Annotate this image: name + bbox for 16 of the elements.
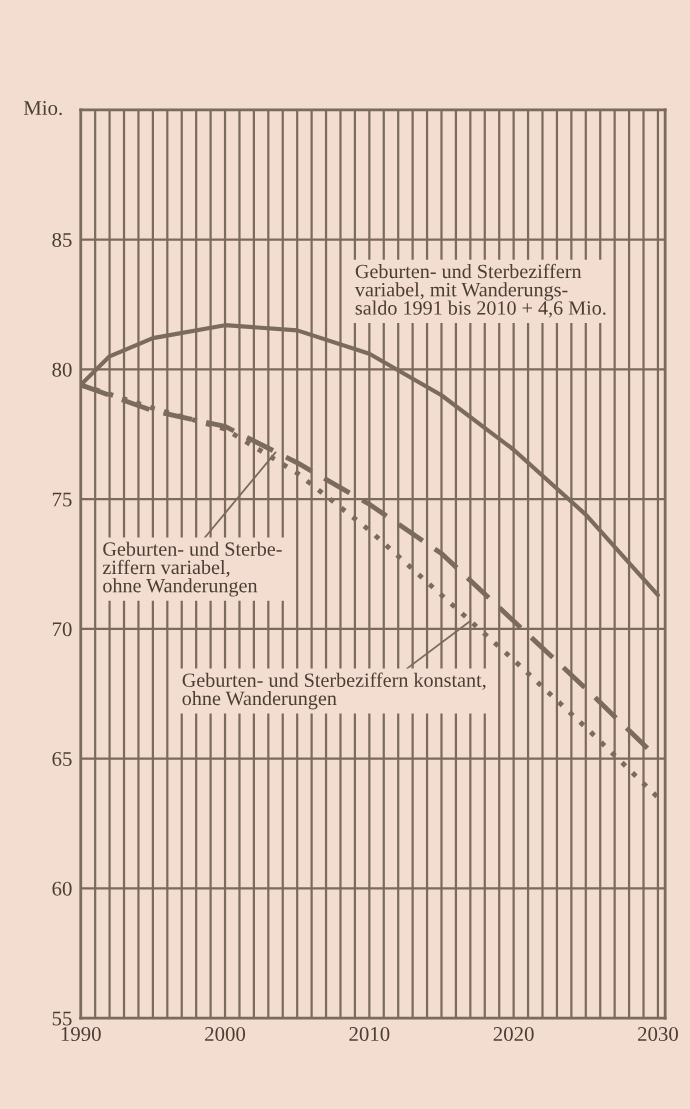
y-tick-label: 75 <box>52 492 72 507</box>
y-tick-label: 85 <box>52 232 72 247</box>
y-tick-label: 70 <box>52 622 72 637</box>
annotation: Geburten- und Sterbeziffern variabel, mit Wanderungs- saldo 1991 bis 2010 + 4,6 Mio. <box>354 263 606 318</box>
x-tick-label: 2030 <box>638 1027 678 1042</box>
x-tick-label: 2010 <box>349 1027 390 1042</box>
y-tick-label: 65 <box>52 751 72 766</box>
y-axis-title: Mio. <box>23 101 62 116</box>
x-tick-label: 2000 <box>205 1027 246 1042</box>
x-tick-label: 1990 <box>61 1027 101 1042</box>
annotation: Geburten- und Sterbeziffern konstant, ohne Wanderungen <box>182 672 486 710</box>
y-tick-label: 55 <box>52 1011 72 1026</box>
y-tick-label: 80 <box>52 362 72 377</box>
y-tick-label: 60 <box>52 881 72 896</box>
x-tick-label: 2020 <box>493 1027 534 1042</box>
annotation: Geburten- und Sterbe- ziffern variabel, ohne Wanderungen <box>102 541 282 597</box>
